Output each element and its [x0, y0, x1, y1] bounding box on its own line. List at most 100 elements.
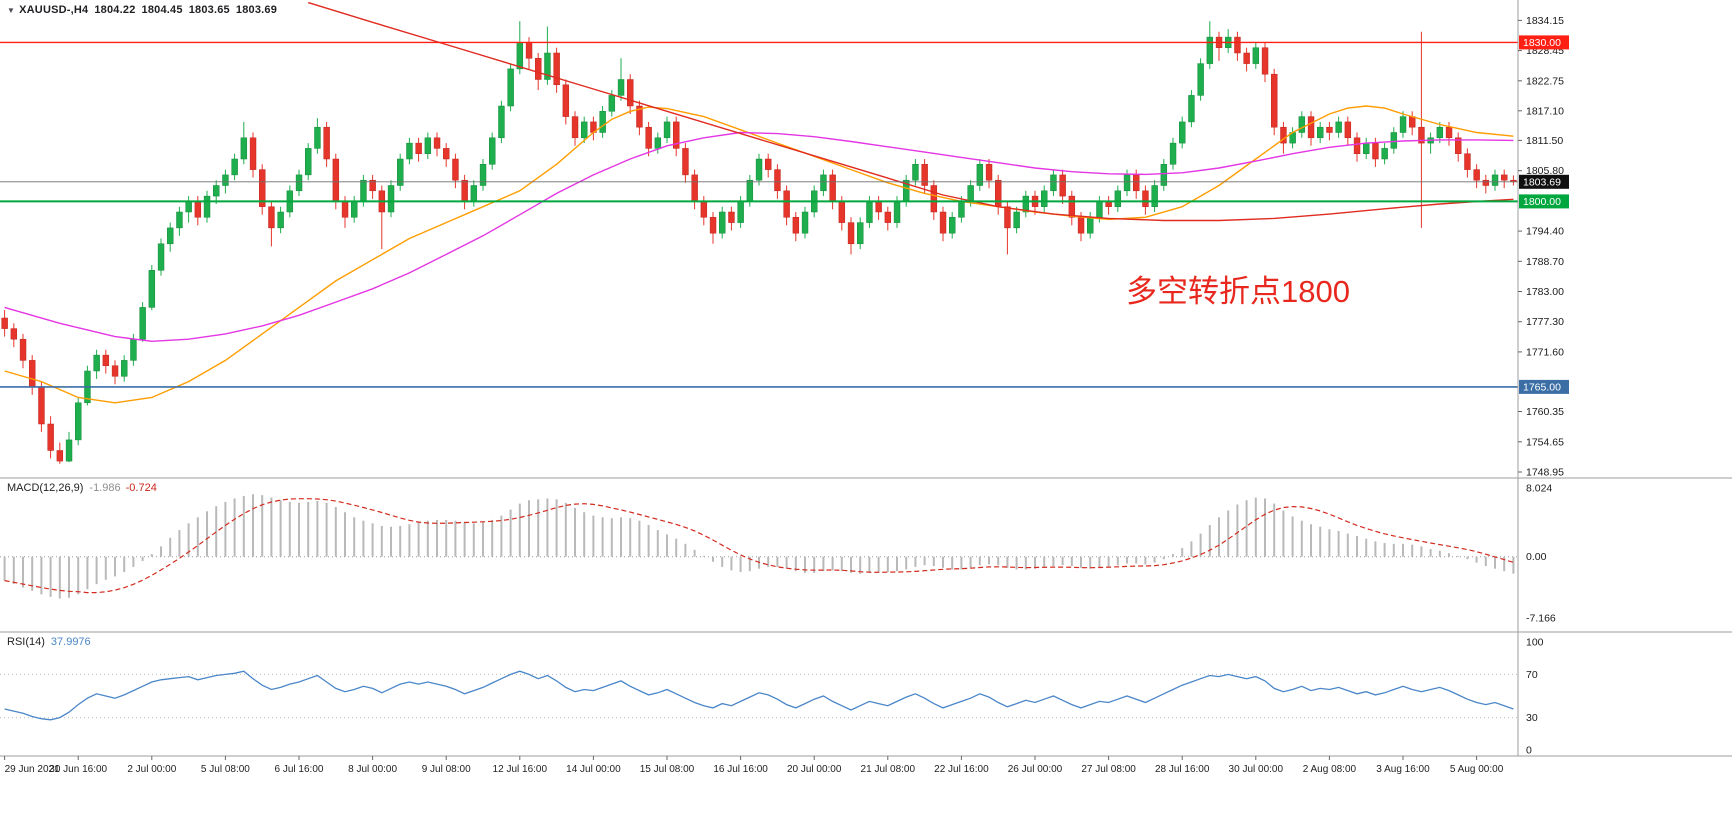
time-label: 2 Jul 00:00	[127, 764, 176, 775]
rsi-axis-label: 30	[1526, 712, 1538, 724]
macd-signal-value: -0.724	[125, 482, 157, 494]
candle-body	[240, 137, 248, 160]
price-badge-label: 1803.69	[1523, 177, 1561, 189]
candle-body	[1445, 126, 1453, 139]
candle-body	[277, 211, 284, 229]
candle-body	[424, 137, 432, 154]
candle-body	[1271, 73, 1278, 128]
time-label: 16 Jul 16:00	[713, 764, 768, 775]
time-label: 28 Jul 16:00	[1155, 764, 1210, 775]
candle-body	[682, 148, 689, 176]
time-label: 30 Jul 00:00	[1229, 764, 1284, 775]
symbol-timeframe-label: XAUUSD-,H4	[19, 4, 89, 16]
macd-signal-line	[4, 498, 1514, 594]
ma-fast-orange	[4, 105, 1514, 404]
candle-body	[1399, 116, 1407, 133]
price-axis[interactable]: 1834.151828.451822.751817.101811.501805.…	[1518, 15, 1564, 479]
time-label: 9 Jul 08:00	[422, 764, 471, 775]
candle-body	[1197, 63, 1204, 96]
candle-body	[1077, 217, 1085, 234]
candle-body	[1252, 47, 1260, 64]
macd-axis[interactable]: 8.024 0.00 -7.166	[1526, 483, 1556, 625]
candle-body	[1050, 174, 1057, 192]
candle-body	[1418, 126, 1425, 144]
candle-body	[1179, 121, 1186, 144]
candle-body	[884, 211, 892, 223]
candle-body	[369, 179, 376, 192]
candle-body	[1022, 195, 1030, 213]
candle-body	[1206, 36, 1214, 64]
candle-body	[765, 158, 772, 170]
time-label: 5 Aug 00:00	[1450, 764, 1504, 775]
price-badge-1765.00	[1519, 379, 1569, 394]
candle-body	[571, 116, 579, 139]
candle-body	[489, 137, 496, 165]
candle-body	[222, 174, 229, 186]
candle-body	[452, 158, 459, 181]
candle-body	[820, 174, 827, 192]
candle-body	[231, 158, 238, 176]
candle-body	[801, 211, 809, 234]
candle-body	[139, 307, 146, 340]
time-label: 15 Jul 08:00	[640, 764, 695, 775]
candle-body	[663, 121, 671, 139]
candle-body	[323, 126, 330, 160]
candle-body	[958, 201, 965, 218]
macd-label: MACD(12,26,9)	[7, 482, 84, 494]
candle-body	[1381, 148, 1388, 160]
candle-body	[157, 243, 165, 271]
price-tick-label: 1748.95	[1526, 467, 1564, 479]
candle-body	[148, 270, 156, 308]
rsi-axis[interactable]: 100 70 30 0	[1526, 637, 1544, 757]
price-badge-label: 1800.00	[1523, 196, 1561, 208]
candle-body	[673, 121, 680, 149]
price-tick-label: 1771.60	[1526, 346, 1564, 358]
candle-body	[1096, 201, 1103, 218]
candle-body	[1473, 169, 1480, 181]
candle-body	[314, 126, 321, 149]
time-label: 5 Jul 08:00	[201, 764, 250, 775]
candle-body	[406, 142, 413, 160]
candle-body	[774, 169, 781, 192]
candle-body	[746, 179, 754, 202]
chart-header: ▼ XAUUSD-,H4 1804.22 1804.45 1803.65 1803.69	[7, 4, 283, 16]
candle-body	[498, 105, 505, 139]
candle-body	[397, 158, 404, 186]
chart-collapse-icon[interactable]: ▼	[7, 6, 16, 15]
candle-body	[857, 222, 864, 245]
ohlc-low: 1803.65	[188, 4, 230, 16]
candle-body	[268, 206, 275, 229]
price-badge-1803.69	[1519, 174, 1569, 189]
candle-body	[1464, 153, 1471, 170]
candle-body	[700, 201, 708, 218]
candle-body	[176, 211, 183, 229]
rsi-value: 37.9976	[50, 636, 91, 648]
candle-body	[1243, 52, 1250, 64]
candle-body	[443, 148, 450, 160]
candle-body	[728, 211, 735, 223]
candle-body	[295, 174, 303, 192]
candle-body	[1123, 174, 1131, 192]
candle-body	[939, 211, 947, 234]
candle-body	[1307, 116, 1315, 139]
candle-body	[709, 217, 717, 234]
candle-body	[921, 164, 928, 186]
candle-body	[75, 402, 82, 441]
candle-body	[1133, 174, 1140, 192]
candle-body	[351, 201, 358, 218]
candle-body	[1041, 190, 1048, 207]
time-label: 26 Jul 00:00	[1008, 764, 1063, 775]
price-tick-label: 1788.70	[1526, 256, 1564, 268]
moving-averages	[4, 1, 1514, 404]
candle-body	[893, 201, 901, 223]
macd-axis-label: 0.00	[1526, 551, 1547, 563]
candle-body	[167, 227, 174, 245]
candle-body	[29, 360, 36, 388]
candle-body	[507, 68, 514, 107]
candle-body	[1059, 174, 1066, 197]
annotation-text: 多空转折点1800	[1126, 274, 1350, 309]
candle-body	[866, 201, 873, 223]
candle-body	[1013, 211, 1020, 229]
